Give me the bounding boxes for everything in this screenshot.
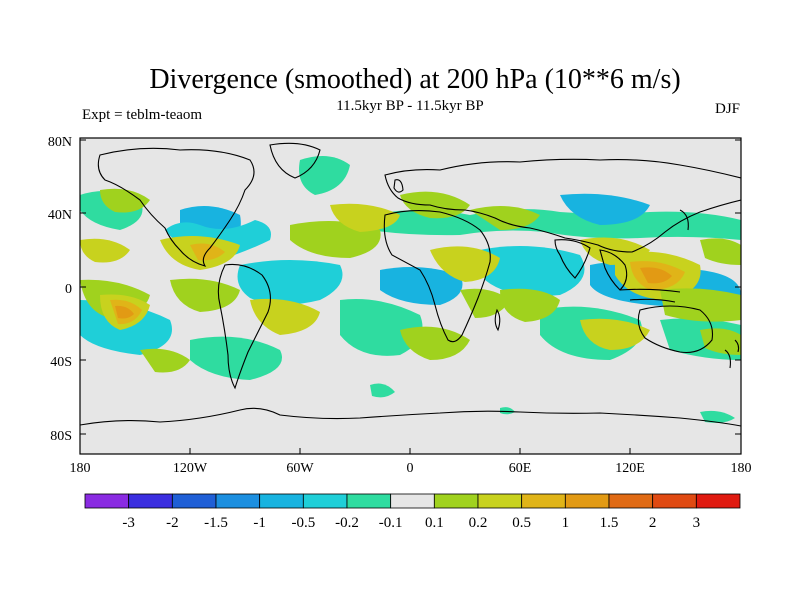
pos-region	[470, 206, 540, 230]
colorbar-swatch	[652, 493, 697, 509]
colorbar-label: -2	[166, 515, 179, 531]
pos-region	[700, 238, 741, 265]
colorbar-labels: -3 -2 -1.5 -1 -0.5 -0.2 -0.1 0.1 0.2 0.5 1 1.5 2 3	[122, 515, 700, 531]
colorbar-label: -1.5	[204, 515, 228, 531]
pos-region	[580, 318, 650, 350]
colorbar-label: -0.1	[379, 515, 403, 531]
pos-region	[400, 191, 470, 219]
coast-africa	[383, 209, 491, 343]
colorbar-label: -1	[253, 515, 266, 531]
divergence-field	[80, 142, 741, 427]
colorbar-swatch	[564, 493, 610, 509]
coast-new-zealand	[724, 339, 740, 369]
y-tick-label: 40S	[50, 355, 72, 370]
pos-region	[660, 288, 741, 322]
coast-north-america	[97, 147, 255, 267]
neg-region	[340, 299, 423, 356]
coast-uk	[393, 179, 404, 193]
colorbar-swatch	[477, 493, 523, 509]
neg-region	[560, 193, 650, 225]
neg-region	[370, 209, 741, 240]
pos-region	[640, 267, 672, 284]
pos-region	[170, 278, 240, 312]
colorbar-swatch	[302, 493, 348, 509]
y-axis	[80, 139, 741, 435]
y-tick-label: 0	[65, 282, 72, 297]
pos-region	[140, 348, 190, 373]
coast-greenland	[269, 142, 321, 179]
neg-region	[190, 336, 282, 380]
coast-japan	[679, 209, 689, 231]
y-tick-label: 40N	[48, 208, 72, 223]
pos-region	[190, 243, 225, 261]
colorbar	[84, 493, 741, 509]
pos-region	[115, 305, 134, 319]
right-label: DJF	[715, 101, 740, 117]
coast-madagascar	[494, 308, 501, 332]
neg-region	[370, 383, 395, 398]
pos-region	[430, 246, 500, 282]
x-tick-label: 120W	[173, 461, 208, 476]
coast-europe-asia	[384, 158, 741, 253]
colorbar-label: -3	[122, 515, 135, 531]
colorbar-label: 0.5	[512, 515, 531, 531]
coast-maritime-islands	[619, 288, 681, 303]
coast-antarctica	[80, 407, 741, 427]
y-tick-labels: 80N 40N 0 40S 80S	[48, 135, 72, 444]
title: Divergence (smoothed) at 200 hPa (10**6 …	[149, 64, 680, 95]
pos-region	[400, 326, 470, 360]
pos-region	[80, 238, 130, 263]
colorbar-label: 1	[562, 515, 570, 531]
pos-region	[330, 203, 400, 232]
y-tick-label: 80S	[50, 429, 72, 444]
x-axis	[79, 448, 742, 454]
coast-india	[554, 239, 591, 279]
neg-region	[480, 246, 585, 296]
colorbar-swatch	[695, 493, 741, 509]
colorbar-swatch	[259, 493, 304, 509]
colorbar-label: -0.5	[291, 515, 315, 531]
colorbar-label: -0.2	[335, 515, 359, 531]
x-tick-label: 60E	[509, 461, 532, 476]
colorbar-label: 2	[649, 515, 657, 531]
colorbar-swatch	[521, 493, 566, 509]
coastlines	[80, 142, 741, 427]
neg-region	[700, 410, 735, 423]
coast-australia	[637, 305, 714, 354]
neg-region	[380, 266, 463, 305]
colorbar-swatch	[346, 493, 392, 509]
x-tick-label: 60W	[286, 461, 314, 476]
x-tick-label: 180	[70, 461, 91, 476]
coast-south-america	[217, 263, 271, 390]
colorbar-swatch	[390, 493, 435, 509]
left-label: Expt = teblm-teaom	[82, 107, 202, 123]
neg-region	[237, 260, 343, 305]
positive-regions	[80, 188, 741, 373]
colorbar-label: 0.2	[469, 515, 488, 531]
colorbar-swatch	[128, 493, 173, 509]
colorbar-label: 0.1	[425, 515, 444, 531]
colorbar-swatch	[171, 493, 217, 509]
colorbar-label: 3	[693, 515, 701, 531]
colorbar-swatch	[608, 493, 654, 509]
neg-region	[500, 407, 515, 415]
subtitle: 11.5kyr BP - 11.5kyr BP	[336, 98, 484, 114]
pos-region	[250, 298, 320, 335]
y-tick-label: 80N	[48, 135, 72, 150]
pos-region	[500, 288, 560, 322]
x-tick-label: 120E	[615, 461, 645, 476]
colorbar-swatch	[84, 493, 130, 509]
x-tick-labels: 180 120W 60W 0 60E 120E 180	[70, 461, 752, 476]
colorbar-swatch	[433, 493, 479, 509]
x-tick-label: 180	[731, 461, 752, 476]
coast-southeast-asia	[599, 249, 628, 291]
pos-region	[100, 188, 150, 213]
x-tick-label: 0	[407, 461, 414, 476]
colorbar-swatch	[215, 493, 261, 509]
colorbar-label: 1.5	[600, 515, 619, 531]
pos-region	[700, 328, 741, 355]
